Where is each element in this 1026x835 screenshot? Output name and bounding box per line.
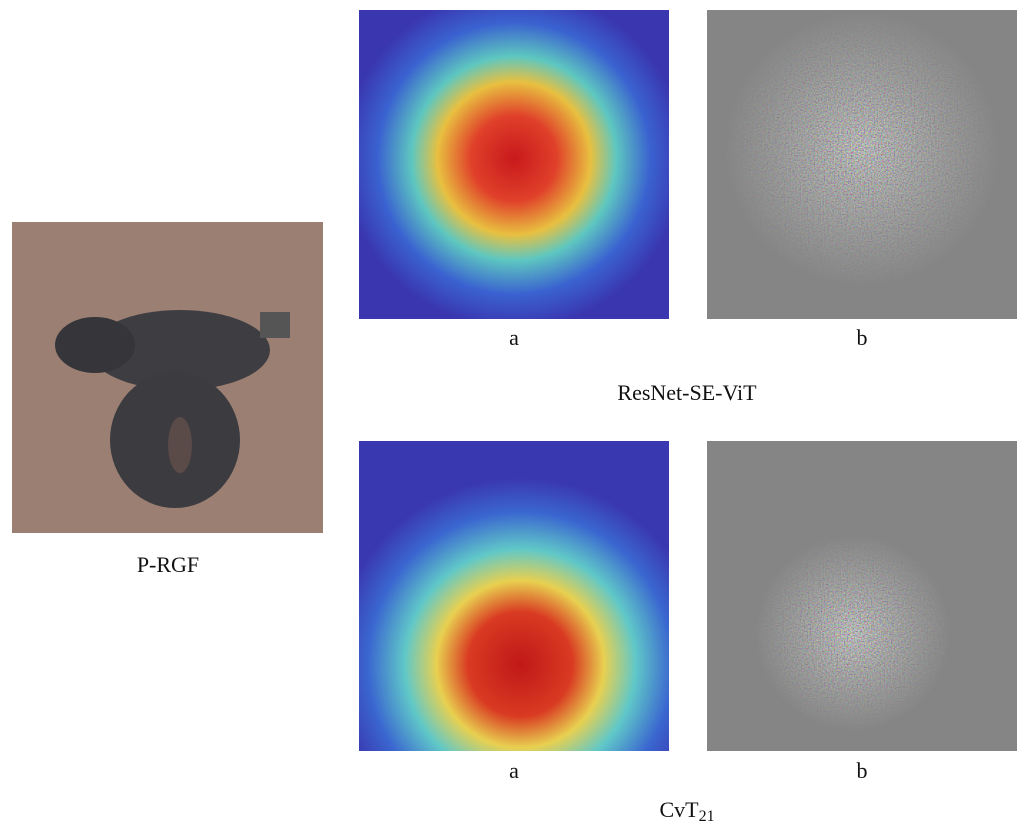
- gradient-map: [707, 441, 1017, 751]
- sub-label: b: [857, 758, 868, 783]
- title-base: CvT: [659, 797, 699, 822]
- model-title: CvT21: [659, 797, 714, 825]
- sub-label: a: [509, 325, 519, 350]
- page: P-RGF a b ResNet-SE-ViT a b CvT21 (() =>…: [0, 0, 1026, 835]
- model-title: ResNet-SE-ViT: [617, 380, 757, 405]
- sub-label: a: [509, 758, 519, 783]
- heatmap: [359, 10, 669, 319]
- title-subscript: 21: [699, 808, 715, 825]
- gradient-map: [707, 10, 1017, 319]
- figure: P-RGF a b ResNet-SE-ViT a b CvT21: [0, 0, 1026, 835]
- panel-label: P-RGF: [137, 552, 199, 577]
- photo: [12, 222, 323, 533]
- sub-label: b: [857, 325, 868, 350]
- heatmap: [359, 441, 669, 751]
